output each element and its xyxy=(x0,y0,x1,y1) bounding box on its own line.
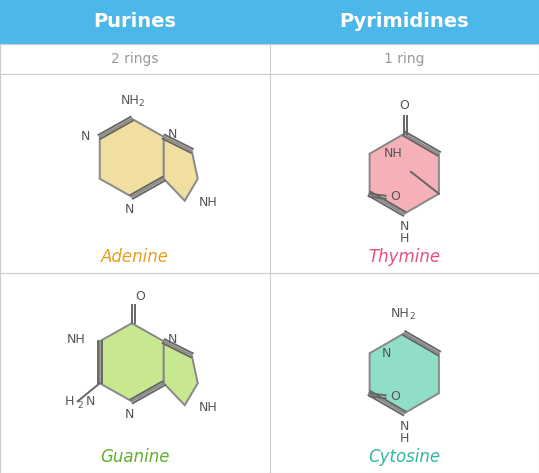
Bar xyxy=(270,273,539,473)
Text: O: O xyxy=(135,290,144,303)
Text: N: N xyxy=(80,130,90,143)
Text: Pyrimidines: Pyrimidines xyxy=(340,12,469,32)
Bar xyxy=(0,0,270,44)
Text: N: N xyxy=(399,220,409,233)
Text: 2: 2 xyxy=(138,99,143,108)
Text: NH: NH xyxy=(384,147,402,160)
Text: H: H xyxy=(399,232,409,245)
Text: N: N xyxy=(168,128,177,141)
Text: NH: NH xyxy=(120,94,139,107)
Polygon shape xyxy=(164,137,198,201)
Text: N: N xyxy=(168,333,177,346)
Text: O: O xyxy=(391,190,400,203)
Text: Purines: Purines xyxy=(93,12,176,32)
Bar xyxy=(0,44,270,74)
Bar xyxy=(0,273,270,473)
Text: 1 ring: 1 ring xyxy=(384,52,425,66)
Text: H: H xyxy=(64,395,74,408)
Text: 2: 2 xyxy=(78,401,84,410)
Text: NH: NH xyxy=(199,196,218,209)
Text: O: O xyxy=(399,99,409,112)
Bar xyxy=(0,74,270,273)
Text: Thymine: Thymine xyxy=(368,248,440,266)
Text: NH: NH xyxy=(67,333,86,346)
Polygon shape xyxy=(100,323,164,401)
Text: N: N xyxy=(125,408,134,421)
Text: NH: NH xyxy=(199,401,218,414)
Text: 2 rings: 2 rings xyxy=(111,52,158,66)
Text: H: H xyxy=(399,432,409,445)
Text: N: N xyxy=(86,395,95,408)
Text: N: N xyxy=(382,347,391,360)
Text: 2: 2 xyxy=(410,312,415,321)
Text: Cytosine: Cytosine xyxy=(368,448,440,466)
Text: O: O xyxy=(391,390,400,403)
Text: NH: NH xyxy=(391,307,410,320)
Text: Adenine: Adenine xyxy=(101,248,169,266)
Polygon shape xyxy=(100,119,164,197)
Text: N: N xyxy=(399,420,409,433)
Polygon shape xyxy=(370,134,439,214)
Bar xyxy=(270,0,539,44)
Bar xyxy=(270,74,539,273)
Polygon shape xyxy=(370,333,439,413)
Polygon shape xyxy=(164,341,198,405)
Bar xyxy=(270,44,539,74)
Text: N: N xyxy=(125,203,134,216)
Text: Guanine: Guanine xyxy=(100,448,169,466)
